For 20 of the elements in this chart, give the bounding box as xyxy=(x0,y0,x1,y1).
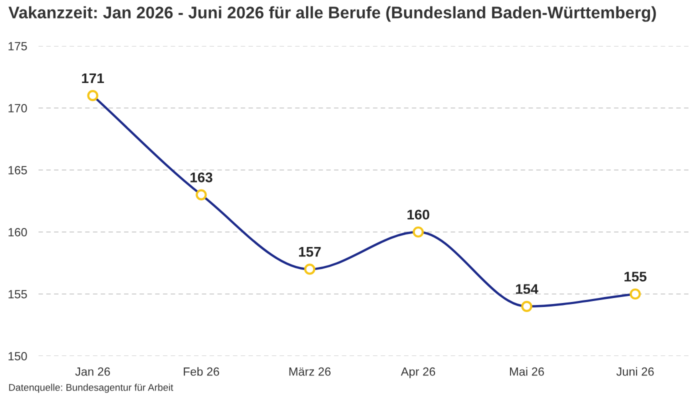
y-tick-label: 170 xyxy=(8,104,27,112)
y-tick-label: 165 xyxy=(8,166,27,174)
data-label: 155 xyxy=(624,272,646,282)
data-label: 160 xyxy=(408,210,430,220)
y-tick-label: 155 xyxy=(8,290,27,298)
x-tick-label: Mai 26 xyxy=(510,367,544,376)
x-tick-label: Apr 26 xyxy=(400,367,436,378)
data-label: 163 xyxy=(190,172,212,182)
text: Datenquelle: Bundesagentur für Arbeit xyxy=(9,384,174,393)
chart-title: Vakanzzeit: Jan 2026 - Juni 2026 für alle Berufe (Bundesland Baden-Württemberg) xyxy=(8,6,656,22)
x-tick-label: Feb 26 xyxy=(184,367,220,376)
data-label: 154 xyxy=(516,284,538,294)
x-tick-label: Jan 26 xyxy=(75,367,110,376)
x-tick-label: März 26 xyxy=(289,367,331,376)
data-label: 157 xyxy=(299,247,321,257)
y-tick-label: 150 xyxy=(8,352,27,360)
data-label: 171 xyxy=(82,73,104,83)
y-tick-label: 160 xyxy=(8,228,27,236)
y-tick-label: 175 xyxy=(8,42,27,50)
x-tick-label: Juni 26 xyxy=(616,367,654,376)
